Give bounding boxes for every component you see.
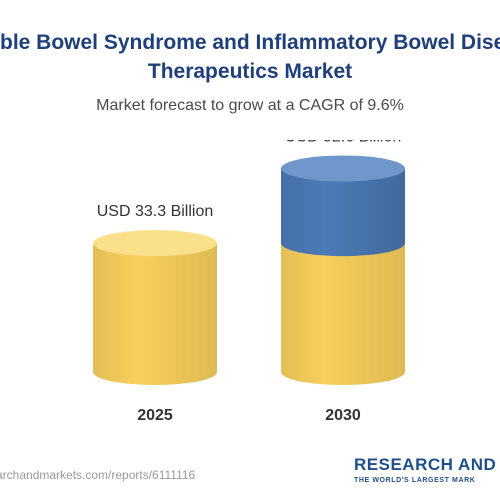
source-url: archandmarkets.com/reports/6111116 (0, 468, 196, 482)
title-line-2: Therapeutics Market (147, 60, 353, 83)
category-label-2025: 2025 (137, 407, 173, 424)
category-label-2030: 2030 (325, 407, 361, 424)
data-label-2030: USD 52.6 Billion (285, 140, 402, 145)
data-label-2025: USD 33.3 Billion (97, 203, 214, 220)
title-line-1: ble Bowel Syndrome and Inflammatory Bowe… (0, 31, 500, 54)
brand-logo: RESEARCH AND THE WORLD'S LARGEST MARK (354, 455, 500, 495)
chart-title: ble Bowel Syndrome and Inflammatory Bowe… (0, 28, 500, 86)
bar-2030-increment-top (281, 155, 405, 182)
chart-subtitle: Market forecast to grow at a CAGR of 9.6… (96, 97, 404, 114)
bar-2030-increment-body (281, 168, 405, 257)
bar-2030-base-body (281, 243, 405, 385)
brand-name: RESEARCH AND (354, 455, 497, 474)
bar-2025-base-top (93, 230, 217, 257)
cylinder-bar-chart: USD 33.3 Billion 2025 USD 52.6 Billion 2030 (93, 140, 405, 424)
brand-tagline: THE WORLD'S LARGEST MARK (354, 477, 476, 484)
bar-2025-base-body (93, 243, 217, 385)
